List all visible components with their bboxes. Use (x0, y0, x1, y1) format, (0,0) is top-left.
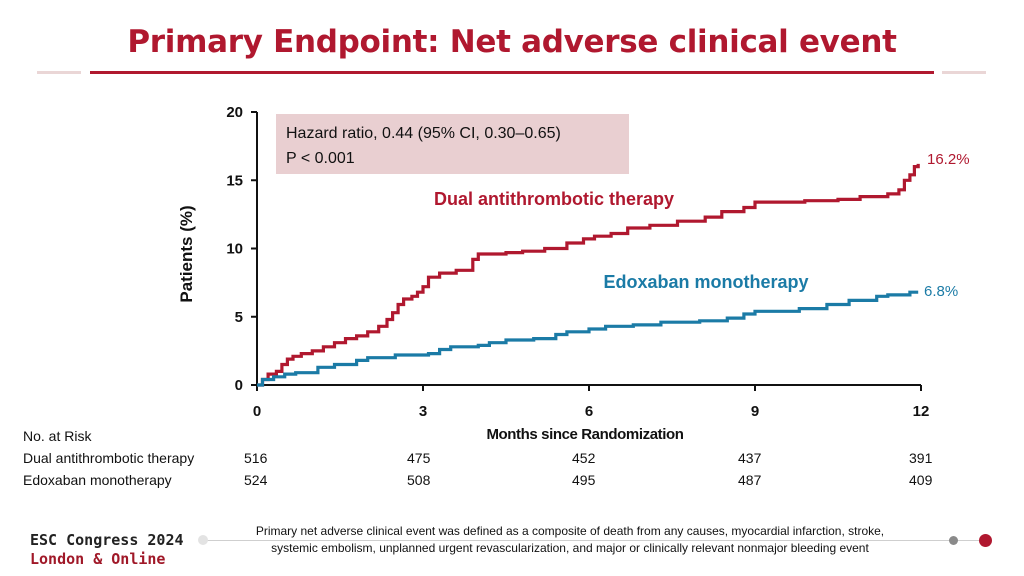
slide-title: Primary Endpoint: Net adverse clinical e… (127, 24, 897, 60)
footer-dot-red (979, 534, 992, 547)
risk-value: 391 (909, 450, 933, 466)
y-tick-label: 20 (226, 104, 243, 121)
end-label-dual: 16.2% (927, 151, 970, 168)
risk-value: 409 (909, 472, 933, 488)
footer-dot-grey (949, 536, 958, 545)
risk-value: 475 (407, 450, 431, 466)
series-line-dual (257, 163, 920, 387)
brand-line-1: ESC Congress 2024 (30, 531, 184, 549)
footnote-line-1: Primary net adverse clinical event was d… (255, 524, 885, 538)
x-tick-label: 6 (585, 403, 593, 420)
annotation-hazard-ratio: Hazard ratio, 0.44 (95% CI, 0.30–0.65) (286, 125, 561, 142)
x-axis-label: Months since Randomization (486, 426, 683, 443)
footer-dot-left (198, 535, 208, 545)
title-rule (90, 71, 934, 74)
title-rule-left (37, 71, 81, 74)
y-tick-label: 10 (226, 241, 243, 258)
risk-value: 524 (244, 472, 268, 488)
annotation-box (276, 114, 629, 174)
y-tick-label: 5 (235, 309, 243, 326)
risk-value: 487 (738, 472, 762, 488)
risk-row-label-edoxaban: Edoxaban monotherapy (23, 472, 172, 488)
risk-row-label-dual: Dual antithrombotic therapy (23, 450, 195, 466)
annotation-p-value: P < 0.001 (286, 150, 355, 167)
risk-value: 495 (572, 472, 596, 488)
footer-line (203, 540, 983, 541)
footnote: Primary net adverse clinical event was d… (200, 523, 940, 557)
risk-value: 452 (572, 450, 596, 466)
series-label-dual: Dual antithrombotic therapy (434, 189, 674, 209)
series-line-edoxaban (257, 290, 919, 387)
series-label-edoxaban: Edoxaban monotherapy (603, 272, 808, 292)
x-tick-label: 9 (751, 403, 759, 420)
y-tick-label: 0 (235, 377, 243, 394)
footnote-line-2: systemic embolism, unplanned urgent reva… (271, 541, 869, 555)
x-tick-label: 0 (253, 403, 261, 420)
risk-table-header: No. at Risk (23, 428, 92, 444)
risk-value: 437 (738, 450, 762, 466)
risk-value: 508 (407, 472, 431, 488)
x-tick-label: 3 (419, 403, 427, 420)
brand-line-2: London & Online (30, 550, 166, 568)
congress-brand: ESC Congress 2024 London & Online (30, 531, 184, 569)
y-tick-label: 15 (226, 172, 243, 189)
end-label-edoxaban: 6.8% (924, 283, 958, 300)
risk-value: 516 (244, 450, 268, 466)
y-axis-label: Patients (%) (177, 205, 196, 302)
x-tick-label: 12 (913, 403, 930, 420)
title-rule-right (942, 71, 986, 74)
